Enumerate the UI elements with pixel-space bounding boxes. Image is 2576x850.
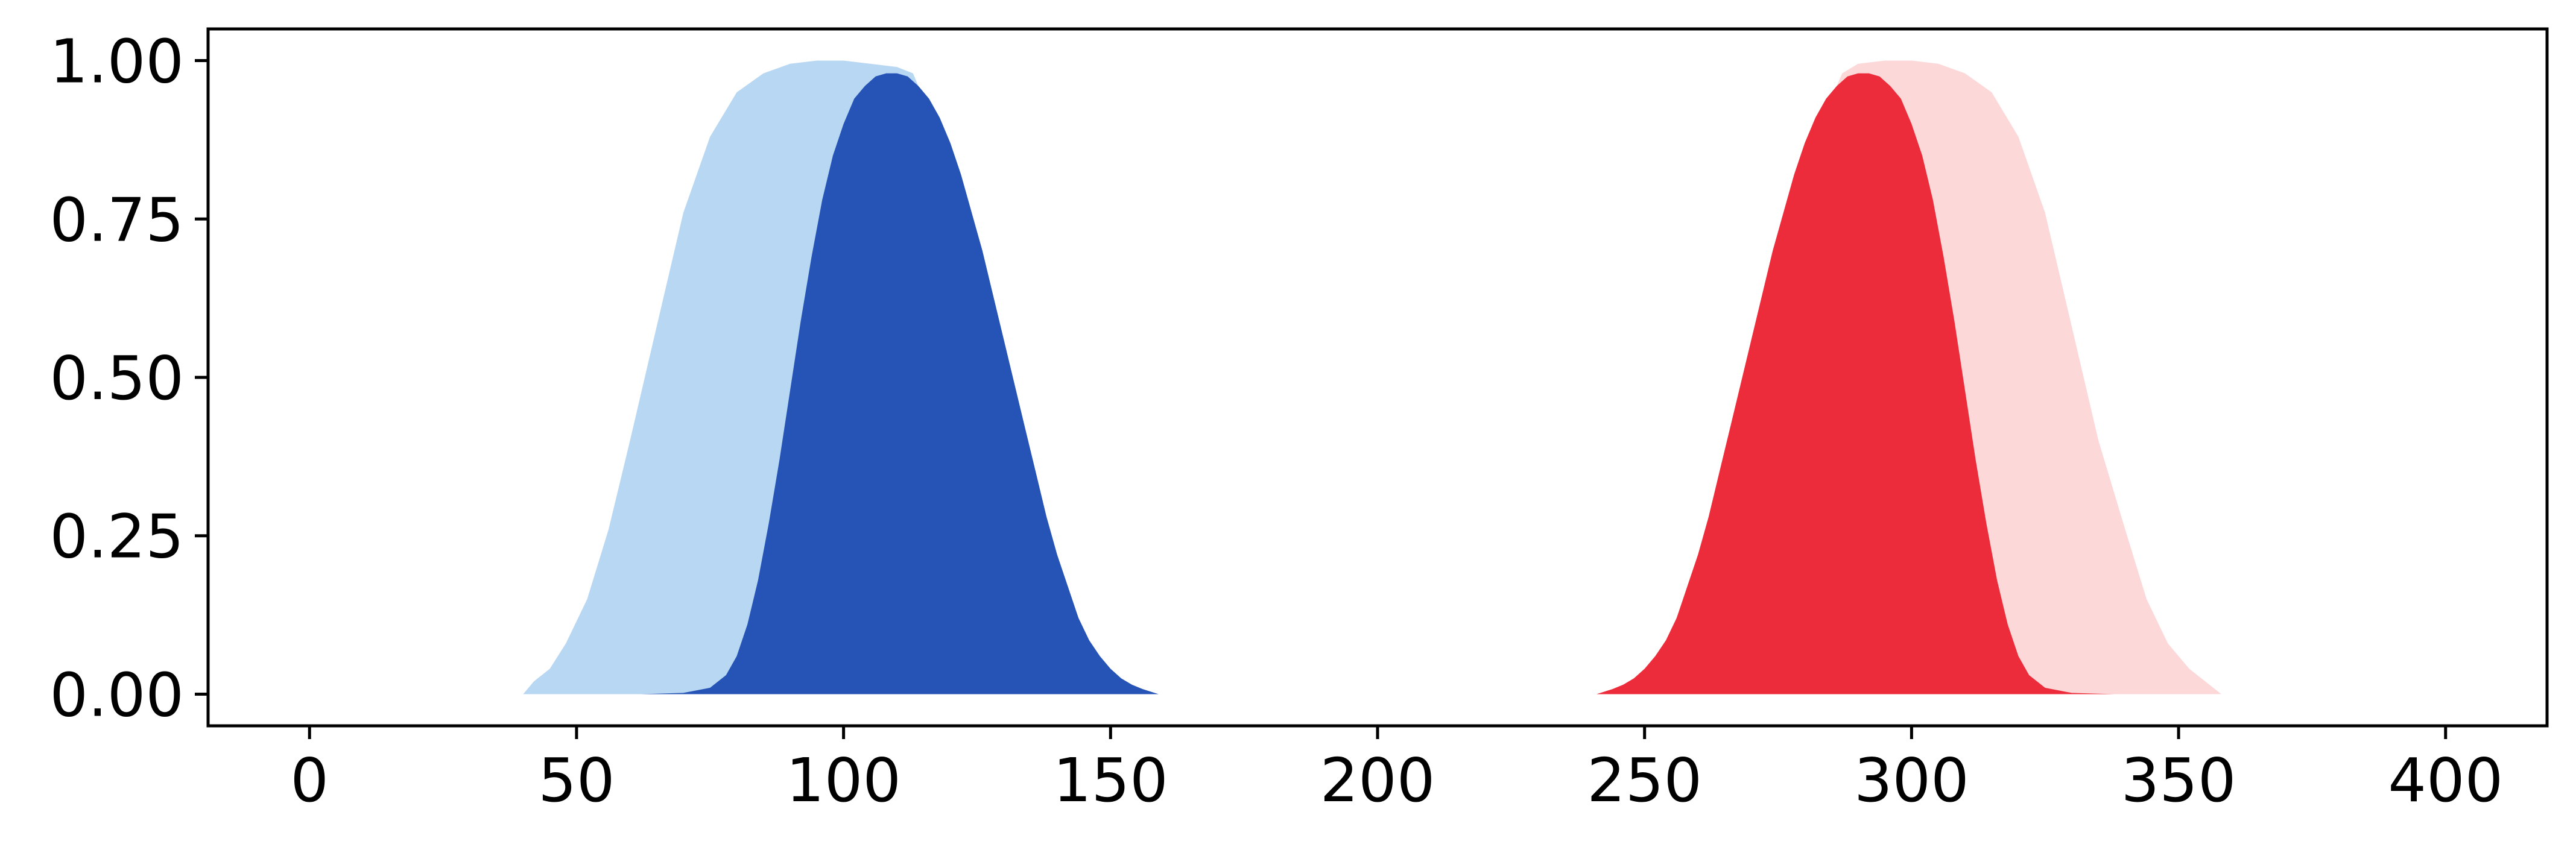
area-series-1 [641, 73, 1159, 694]
y-axis: 0.00 0.25 0.50 0.75 1.00 [49, 27, 208, 730]
x-axis: 0 50 100 150 200 250 300 350 400 [290, 726, 2503, 816]
y-tick-label: 1.00 [49, 27, 184, 97]
x-tick-label: 0 [290, 745, 329, 816]
axes-frame [206, 27, 2549, 728]
series-layer [523, 60, 2221, 694]
x-tick-label: 350 [2121, 745, 2236, 816]
y-tick-label: 0.75 [49, 184, 184, 255]
x-tick-label: 200 [1320, 745, 1435, 816]
x-tick-label: 250 [1587, 745, 1702, 816]
x-tick-label: 50 [538, 745, 615, 816]
x-tick-label: 400 [2388, 745, 2503, 816]
x-tick-label: 150 [1053, 745, 1168, 816]
area-series-3 [1597, 73, 2115, 694]
y-tick-label: 0.25 [49, 502, 184, 572]
x-tick-label: 300 [1854, 745, 1969, 816]
plot-area [523, 60, 2221, 694]
y-tick-label: 0.50 [49, 343, 184, 414]
x-tick-label: 100 [786, 745, 901, 816]
y-tick-label: 0.00 [49, 660, 184, 730]
